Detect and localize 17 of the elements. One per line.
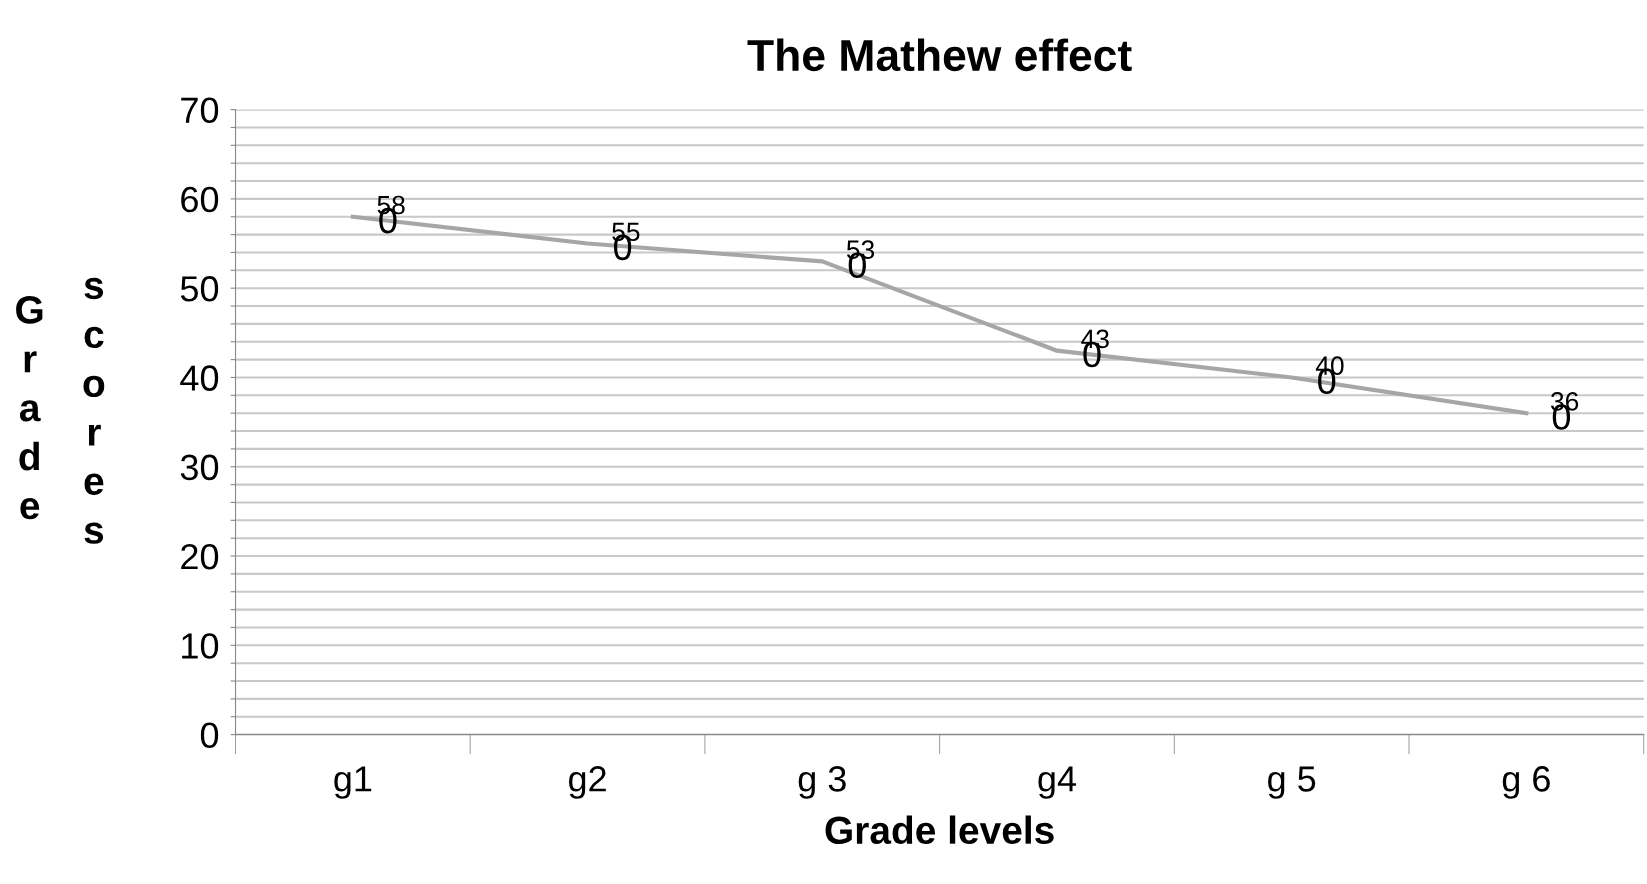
text: Grade scores [16,277,105,544]
y-tick-label: 50 [180,276,219,302]
y-tick-label: 0 [200,722,219,749]
y-tick-label: 10 [182,633,219,659]
y-tick-label: 60 [181,186,219,213]
x-tick-label: g 5 [1268,766,1316,799]
y-tick-label: 40 [180,365,219,391]
x-tick-label: g 6 [1502,766,1550,799]
y-tick-label: 70 [181,97,219,124]
chart-title: The Mathew effect [747,38,1132,72]
x-tick-label: g 3 [798,766,846,799]
x-tick-label: g4 [1038,766,1076,799]
y-tick-label: 20 [181,543,219,570]
x-tick-label: g1 [334,766,372,799]
y-tick-label: 30 [180,454,219,481]
x-axis-title: Grade levels [825,815,1054,845]
x-tick-label: g2 [569,766,606,799]
